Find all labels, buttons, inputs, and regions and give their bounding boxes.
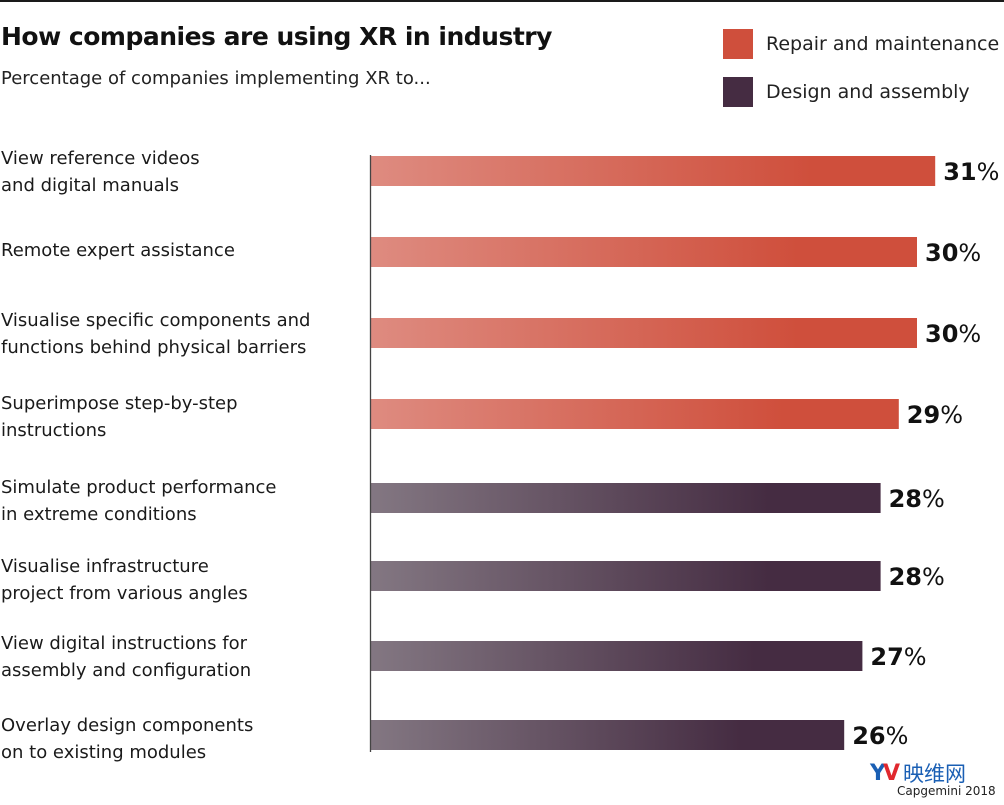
legend-label-repair: Repair and maintenance (766, 33, 1000, 55)
watermark-text: 映维网 (902, 762, 966, 786)
value-label-3: 30% (925, 320, 981, 348)
bar-7 (371, 641, 863, 671)
chart-title: How companies are using XR in industry (1, 22, 552, 51)
source-credit: Capgemini 2018 (897, 784, 996, 798)
category-label-2: Remote expert assistance (1, 240, 235, 261)
legend-swatch-repair (723, 29, 753, 59)
bar-1 (371, 156, 936, 186)
value-label-8: 26% (852, 722, 908, 750)
legend-swatch-design (723, 77, 753, 107)
legend-label-design: Design and assembly (766, 81, 970, 103)
value-label-4: 29% (907, 401, 963, 429)
bar-5 (371, 483, 881, 513)
value-label-1: 31% (943, 158, 999, 186)
bar-4 (371, 399, 899, 429)
watermark: YV 映维网 (870, 758, 966, 788)
top-rule (0, 0, 1004, 2)
bar-6 (371, 561, 881, 591)
bar-3 (371, 318, 917, 348)
category-label-8: Overlay design components on to existing… (1, 715, 254, 763)
category-label-4: Superimpose step-by-step instructions (1, 393, 238, 441)
watermark-logo: YV (870, 760, 900, 786)
value-label-5: 28% (889, 485, 945, 513)
category-label-7: View digital instructions for assembly a… (1, 633, 252, 681)
value-label-7: 27% (870, 643, 926, 671)
category-label-6: Visualise infrastructure project from va… (1, 556, 248, 604)
value-label-6: 28% (889, 563, 945, 591)
chart-subtitle: Percentage of companies implementing XR … (1, 68, 431, 89)
legend-item-repair: Repair and maintenance (723, 29, 999, 59)
value-label-2: 30% (925, 239, 981, 267)
bars-group (371, 156, 936, 750)
category-label-1: View reference videos and digital manual… (1, 148, 200, 196)
bar-2 (371, 237, 917, 267)
bar-8 (371, 720, 845, 750)
legend-item-design: Design and assembly (723, 77, 970, 107)
category-label-3: Visualise specific components and functi… (1, 310, 311, 358)
value-labels-group: 31% 30% 30% 29% 28% 28% 27% 26% (852, 158, 999, 750)
category-label-5: Simulate product performance in extreme … (1, 477, 277, 525)
